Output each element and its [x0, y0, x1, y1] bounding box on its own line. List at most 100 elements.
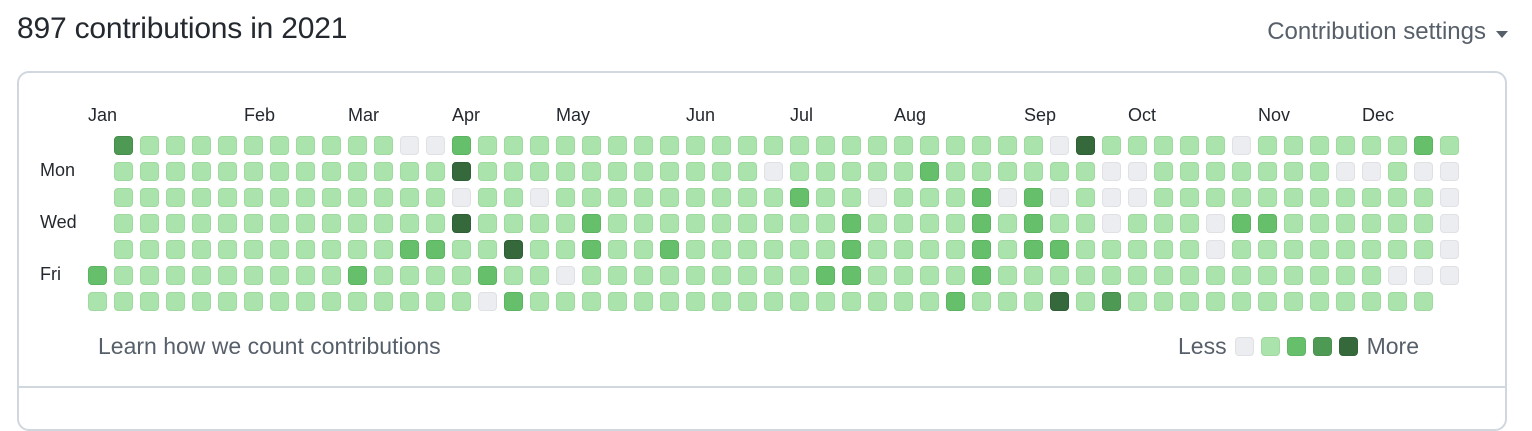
- contribution-day-cell[interactable]: [946, 266, 965, 285]
- contribution-day-cell[interactable]: [1232, 188, 1251, 207]
- contribution-day-cell[interactable]: [1050, 188, 1069, 207]
- contribution-day-cell[interactable]: [920, 188, 939, 207]
- contribution-day-cell[interactable]: [764, 188, 783, 207]
- contribution-day-cell[interactable]: [790, 136, 809, 155]
- contribution-day-cell[interactable]: [868, 266, 887, 285]
- contribution-day-cell[interactable]: [1232, 266, 1251, 285]
- contribution-day-cell[interactable]: [322, 266, 341, 285]
- contribution-day-cell[interactable]: [868, 136, 887, 155]
- contribution-day-cell[interactable]: [1050, 136, 1069, 155]
- contribution-day-cell[interactable]: [868, 214, 887, 233]
- contribution-day-cell[interactable]: [296, 188, 315, 207]
- contribution-day-cell[interactable]: [140, 266, 159, 285]
- contribution-day-cell[interactable]: [1388, 162, 1407, 181]
- contribution-day-cell[interactable]: [1206, 162, 1225, 181]
- contribution-day-cell[interactable]: [348, 240, 367, 259]
- contribution-day-cell[interactable]: [192, 214, 211, 233]
- contribution-day-cell[interactable]: [1258, 162, 1277, 181]
- contribution-day-cell[interactable]: [192, 292, 211, 311]
- contribution-day-cell[interactable]: [530, 162, 549, 181]
- contribution-day-cell[interactable]: [1258, 188, 1277, 207]
- contribution-day-cell[interactable]: [270, 214, 289, 233]
- contribution-day-cell[interactable]: [1336, 188, 1355, 207]
- contribution-day-cell[interactable]: [114, 214, 133, 233]
- contribution-day-cell[interactable]: [738, 162, 757, 181]
- contribution-day-cell[interactable]: [218, 240, 237, 259]
- contribution-day-cell[interactable]: [712, 292, 731, 311]
- contribution-day-cell[interactable]: [1362, 136, 1381, 155]
- contribution-day-cell[interactable]: [1024, 292, 1043, 311]
- contribution-day-cell[interactable]: [530, 292, 549, 311]
- contribution-day-cell[interactable]: [504, 240, 523, 259]
- contribution-day-cell[interactable]: [1128, 162, 1147, 181]
- contribution-day-cell[interactable]: [166, 162, 185, 181]
- contribution-day-cell[interactable]: [1284, 292, 1303, 311]
- contribution-day-cell[interactable]: [686, 266, 705, 285]
- contribution-day-cell[interactable]: [1076, 240, 1095, 259]
- contribution-day-cell[interactable]: [400, 266, 419, 285]
- contribution-day-cell[interactable]: [452, 240, 471, 259]
- contribution-day-cell[interactable]: [634, 266, 653, 285]
- contribution-day-cell[interactable]: [426, 136, 445, 155]
- contribution-day-cell[interactable]: [738, 188, 757, 207]
- contribution-day-cell[interactable]: [712, 188, 731, 207]
- contribution-day-cell[interactable]: [738, 214, 757, 233]
- contribution-day-cell[interactable]: [192, 136, 211, 155]
- contribution-day-cell[interactable]: [1154, 136, 1173, 155]
- contribution-day-cell[interactable]: [1362, 214, 1381, 233]
- contribution-day-cell[interactable]: [998, 292, 1017, 311]
- contribution-day-cell[interactable]: [296, 266, 315, 285]
- contribution-day-cell[interactable]: [712, 240, 731, 259]
- contribution-day-cell[interactable]: [166, 240, 185, 259]
- contribution-day-cell[interactable]: [1440, 266, 1459, 285]
- contribution-day-cell[interactable]: [738, 292, 757, 311]
- contribution-day-cell[interactable]: [1440, 162, 1459, 181]
- contribution-day-cell[interactable]: [88, 266, 107, 285]
- contribution-day-cell[interactable]: [634, 214, 653, 233]
- contribution-day-cell[interactable]: [1024, 136, 1043, 155]
- contribution-day-cell[interactable]: [1024, 188, 1043, 207]
- contribution-day-cell[interactable]: [1180, 136, 1199, 155]
- contribution-day-cell[interactable]: [322, 162, 341, 181]
- contribution-day-cell[interactable]: [868, 292, 887, 311]
- contribution-day-cell[interactable]: [1414, 240, 1433, 259]
- contribution-day-cell[interactable]: [1258, 136, 1277, 155]
- contribution-day-cell[interactable]: [400, 136, 419, 155]
- contribution-day-cell[interactable]: [816, 188, 835, 207]
- contribution-day-cell[interactable]: [452, 136, 471, 155]
- contribution-day-cell[interactable]: [88, 292, 107, 311]
- contribution-day-cell[interactable]: [140, 162, 159, 181]
- contribution-day-cell[interactable]: [1180, 162, 1199, 181]
- contribution-day-cell[interactable]: [1310, 136, 1329, 155]
- contribution-day-cell[interactable]: [1362, 240, 1381, 259]
- contribution-day-cell[interactable]: [920, 136, 939, 155]
- contribution-day-cell[interactable]: [972, 188, 991, 207]
- contribution-day-cell[interactable]: [608, 214, 627, 233]
- contribution-day-cell[interactable]: [296, 240, 315, 259]
- contribution-day-cell[interactable]: [1050, 266, 1069, 285]
- contribution-day-cell[interactable]: [426, 214, 445, 233]
- contribution-day-cell[interactable]: [972, 292, 991, 311]
- contribution-day-cell[interactable]: [244, 188, 263, 207]
- contribution-day-cell[interactable]: [712, 214, 731, 233]
- contribution-day-cell[interactable]: [244, 240, 263, 259]
- contribution-day-cell[interactable]: [1076, 292, 1095, 311]
- contribution-day-cell[interactable]: [1414, 214, 1433, 233]
- contribution-day-cell[interactable]: [1050, 292, 1069, 311]
- contribution-day-cell[interactable]: [322, 292, 341, 311]
- contribution-day-cell[interactable]: [296, 136, 315, 155]
- contribution-day-cell[interactable]: [1258, 214, 1277, 233]
- contribution-day-cell[interactable]: [1310, 214, 1329, 233]
- contribution-day-cell[interactable]: [1414, 162, 1433, 181]
- contribution-day-cell[interactable]: [400, 240, 419, 259]
- contribution-day-cell[interactable]: [868, 188, 887, 207]
- contribution-day-cell[interactable]: [1206, 136, 1225, 155]
- contribution-day-cell[interactable]: [244, 214, 263, 233]
- contribution-day-cell[interactable]: [114, 266, 133, 285]
- contribution-day-cell[interactable]: [582, 162, 601, 181]
- contribution-day-cell[interactable]: [634, 188, 653, 207]
- contribution-day-cell[interactable]: [946, 292, 965, 311]
- contribution-day-cell[interactable]: [114, 162, 133, 181]
- contribution-day-cell[interactable]: [556, 136, 575, 155]
- contribution-day-cell[interactable]: [114, 188, 133, 207]
